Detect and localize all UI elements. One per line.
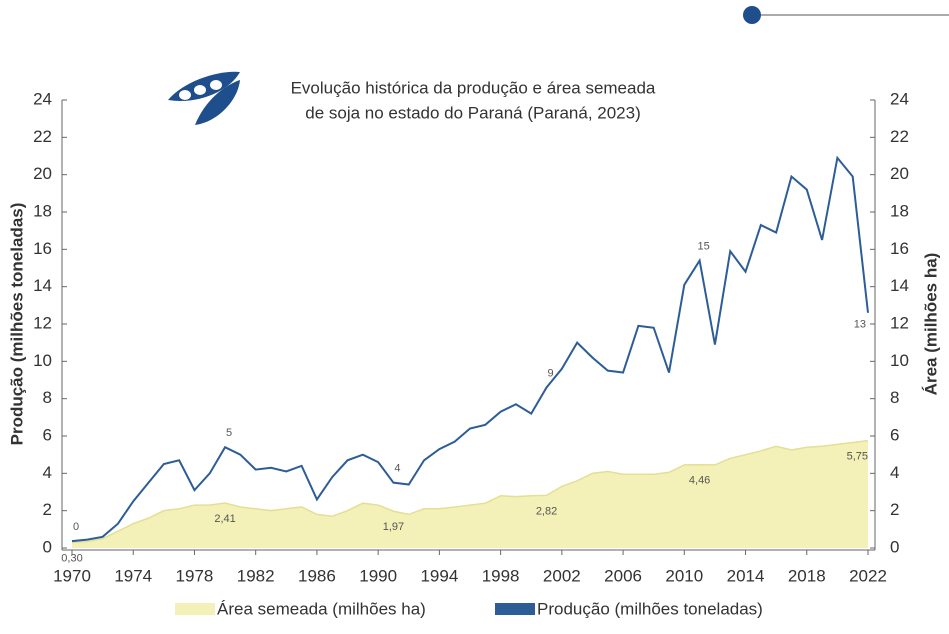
x-tick-label: 1978 — [176, 566, 214, 585]
x-tick-label: 1990 — [359, 566, 397, 585]
x-tick-label: 1982 — [237, 566, 275, 585]
x-tick-label: 1994 — [420, 566, 458, 585]
data-label: 13 — [854, 319, 866, 331]
y-tick-label: 2 — [43, 500, 52, 519]
data-label: 4 — [394, 463, 400, 475]
x-tick-label: 2002 — [543, 566, 581, 585]
x-tick-label: 2018 — [788, 566, 826, 585]
y-tick-label: 14 — [33, 276, 52, 295]
x-tick-label: 2010 — [665, 566, 703, 585]
data-label: 1,97 — [383, 521, 404, 533]
x-tick-label: 1998 — [482, 566, 520, 585]
x-tick-label: 2006 — [604, 566, 642, 585]
legend-swatch — [495, 603, 535, 615]
y2-tick-label: 12 — [890, 313, 909, 332]
decor-dot — [743, 6, 761, 24]
y-tick-label: 8 — [43, 388, 52, 407]
data-label: 2,41 — [214, 513, 235, 525]
y-tick-label: 16 — [33, 239, 52, 258]
y2-tick-label: 22 — [890, 127, 909, 146]
data-label: 4,46 — [689, 475, 710, 487]
x-tick-label: 1986 — [298, 566, 336, 585]
line — [71, 155, 869, 543]
soy-icon — [168, 71, 240, 125]
y2-tick-label: 4 — [890, 463, 899, 482]
chart-title: de soja no estado do Paraná (Paraná, 202… — [305, 103, 641, 122]
data-label: 0,30 — [61, 552, 82, 564]
data-label: 5 — [226, 427, 232, 439]
y2-tick-label: 10 — [890, 351, 909, 370]
chart-title: Evolução histórica da produção e área se… — [291, 78, 656, 97]
legend-swatch — [175, 603, 215, 615]
x-tick-label: 2022 — [849, 566, 887, 585]
y2-tick-label: 14 — [890, 276, 909, 295]
data-label: 5,75 — [847, 451, 868, 463]
y-tick-label: 24 — [33, 89, 52, 108]
y-tick-label: 18 — [33, 201, 52, 220]
area — [72, 440, 868, 548]
x-tick-label: 1970 — [53, 566, 91, 585]
y2-tick-label: 24 — [890, 89, 909, 108]
y2-axis-label: Área (milhões ha) — [921, 253, 940, 396]
y-tick-label: 0 — [43, 537, 52, 556]
y-tick-label: 20 — [33, 164, 52, 183]
y2-tick-label: 18 — [890, 201, 909, 220]
data-label: 0 — [73, 521, 79, 533]
data-label: 9 — [547, 367, 553, 379]
y2-tick-label: 8 — [890, 388, 899, 407]
area-line — [71, 439, 869, 544]
y-tick-label: 4 — [43, 463, 52, 482]
y-tick-label: 22 — [33, 127, 52, 146]
y-tick-label: 10 — [33, 351, 52, 370]
legend-label: Área semeada (milhões ha) — [217, 599, 426, 618]
legend-label: Produção (milhões toneladas) — [537, 599, 763, 618]
data-label: 15 — [697, 240, 709, 252]
x-tick-label: 1974 — [114, 566, 152, 585]
y-axis-label: Produção (milhões toneladas) — [7, 203, 26, 446]
x-tick-label: 2014 — [727, 566, 765, 585]
y-tick-label: 6 — [43, 425, 52, 444]
y-tick-label: 12 — [33, 313, 52, 332]
y2-tick-label: 0 — [890, 537, 899, 556]
y2-tick-label: 2 — [890, 500, 899, 519]
data-label: 2,82 — [536, 505, 557, 517]
y2-tick-label: 16 — [890, 239, 909, 258]
y2-tick-label: 20 — [890, 164, 909, 183]
y2-tick-label: 6 — [890, 425, 899, 444]
